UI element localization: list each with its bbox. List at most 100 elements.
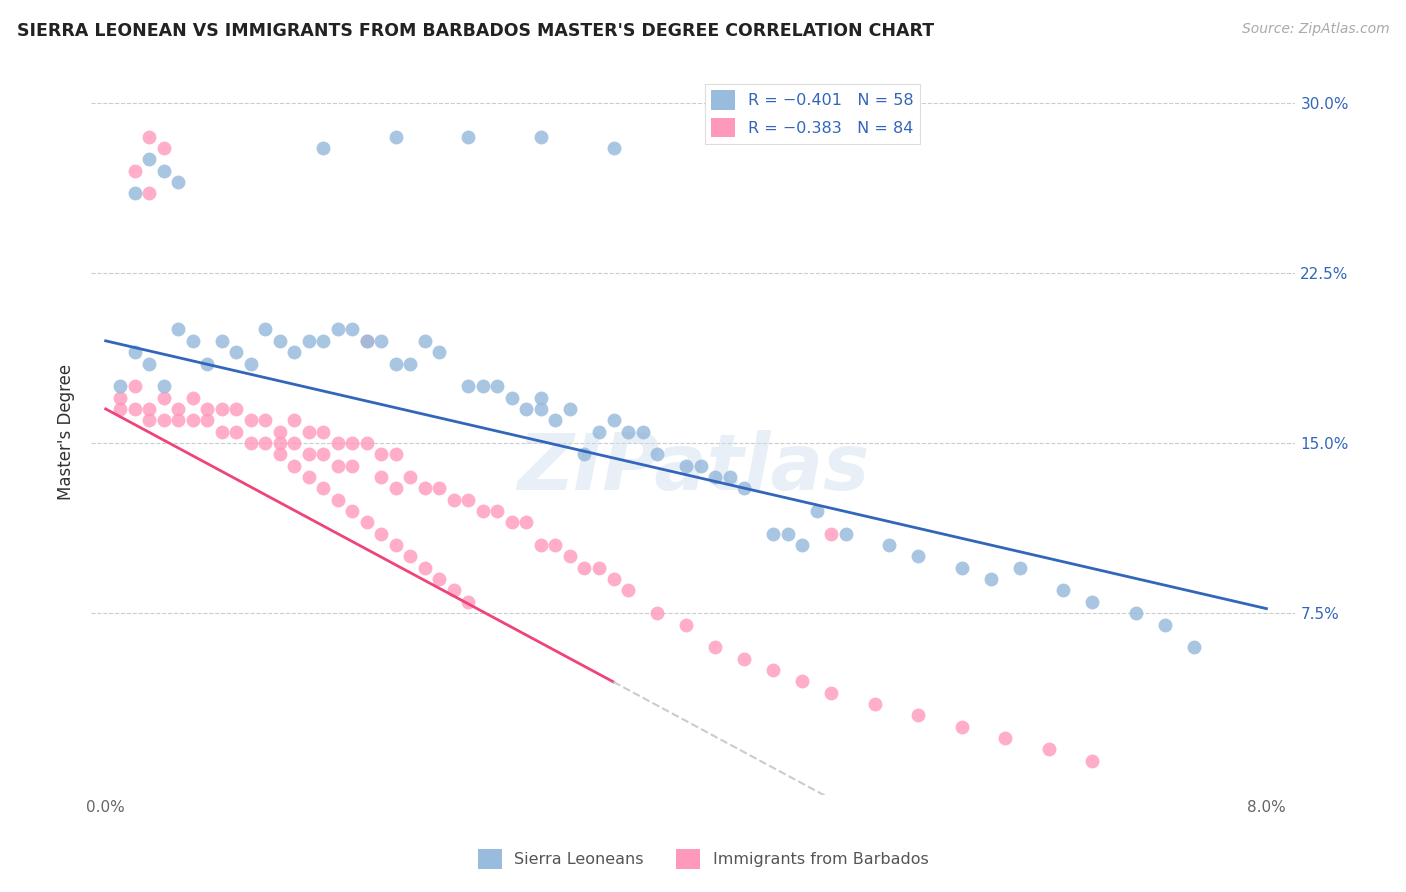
Point: [718, 470, 741, 484]
Point: [211, 401, 233, 416]
Point: [429, 572, 451, 586]
Text: Source: ZipAtlas.com: Source: ZipAtlas.com: [1241, 22, 1389, 37]
Point: [312, 425, 335, 439]
Point: [225, 401, 247, 416]
Point: [413, 481, 436, 495]
Point: [558, 401, 581, 416]
Point: [950, 561, 973, 575]
Point: [225, 425, 247, 439]
Point: [138, 129, 160, 144]
Point: [124, 345, 146, 359]
Point: [530, 401, 553, 416]
Point: [108, 379, 131, 393]
Point: [399, 470, 422, 484]
Point: [530, 538, 553, 552]
Point: [312, 481, 335, 495]
Y-axis label: Master's Degree: Master's Degree: [58, 364, 75, 500]
Point: [675, 617, 697, 632]
Text: SIERRA LEONEAN VS IMMIGRANTS FROM BARBADOS MASTER'S DEGREE CORRELATION CHART: SIERRA LEONEAN VS IMMIGRANTS FROM BARBAD…: [17, 22, 934, 40]
Point: [574, 561, 596, 575]
Point: [298, 470, 321, 484]
Point: [806, 504, 828, 518]
Point: [326, 492, 349, 507]
Point: [1038, 742, 1060, 756]
Point: [907, 549, 929, 564]
Point: [269, 436, 291, 450]
Point: [863, 697, 886, 711]
Point: [385, 447, 408, 461]
Point: [399, 357, 422, 371]
Point: [312, 141, 335, 155]
Point: [124, 379, 146, 393]
Point: [733, 651, 755, 665]
Point: [471, 504, 494, 518]
Point: [138, 401, 160, 416]
Point: [342, 504, 364, 518]
Point: [181, 413, 204, 427]
Point: [152, 379, 174, 393]
Point: [385, 481, 408, 495]
Point: [457, 492, 479, 507]
Point: [558, 549, 581, 564]
Point: [1154, 617, 1177, 632]
Point: [733, 481, 755, 495]
Point: [370, 447, 392, 461]
Point: [124, 186, 146, 201]
Point: [283, 413, 305, 427]
Point: [239, 436, 262, 450]
Point: [254, 322, 277, 336]
Point: [501, 516, 523, 530]
Point: [167, 413, 190, 427]
Point: [950, 720, 973, 734]
Point: [167, 401, 190, 416]
Point: [907, 708, 929, 723]
Point: [1081, 754, 1104, 768]
Point: [645, 447, 668, 461]
Point: [602, 572, 624, 586]
Point: [298, 447, 321, 461]
Point: [994, 731, 1017, 745]
Point: [312, 334, 335, 348]
Point: [326, 322, 349, 336]
Point: [283, 345, 305, 359]
Point: [283, 458, 305, 473]
Point: [385, 129, 408, 144]
Point: [877, 538, 900, 552]
Point: [356, 334, 378, 348]
Point: [269, 447, 291, 461]
Point: [211, 334, 233, 348]
Point: [138, 357, 160, 371]
Point: [443, 583, 465, 598]
Point: [312, 447, 335, 461]
Point: [399, 549, 422, 564]
Point: [675, 458, 697, 473]
Point: [269, 334, 291, 348]
Point: [254, 413, 277, 427]
Point: [834, 526, 856, 541]
Point: [530, 129, 553, 144]
Point: [457, 129, 479, 144]
Point: [820, 685, 842, 699]
Point: [429, 345, 451, 359]
Point: [298, 425, 321, 439]
Point: [356, 334, 378, 348]
Point: [588, 561, 610, 575]
Point: [515, 516, 537, 530]
Point: [124, 163, 146, 178]
Point: [486, 379, 509, 393]
Point: [1081, 595, 1104, 609]
Point: [704, 640, 727, 655]
Point: [792, 674, 814, 689]
Point: [195, 413, 218, 427]
Point: [792, 538, 814, 552]
Point: [1008, 561, 1031, 575]
Point: [980, 572, 1002, 586]
Point: [152, 163, 174, 178]
Point: [501, 391, 523, 405]
Point: [1052, 583, 1074, 598]
Point: [370, 334, 392, 348]
Point: [108, 391, 131, 405]
Point: [370, 470, 392, 484]
Point: [544, 413, 567, 427]
Point: [138, 186, 160, 201]
